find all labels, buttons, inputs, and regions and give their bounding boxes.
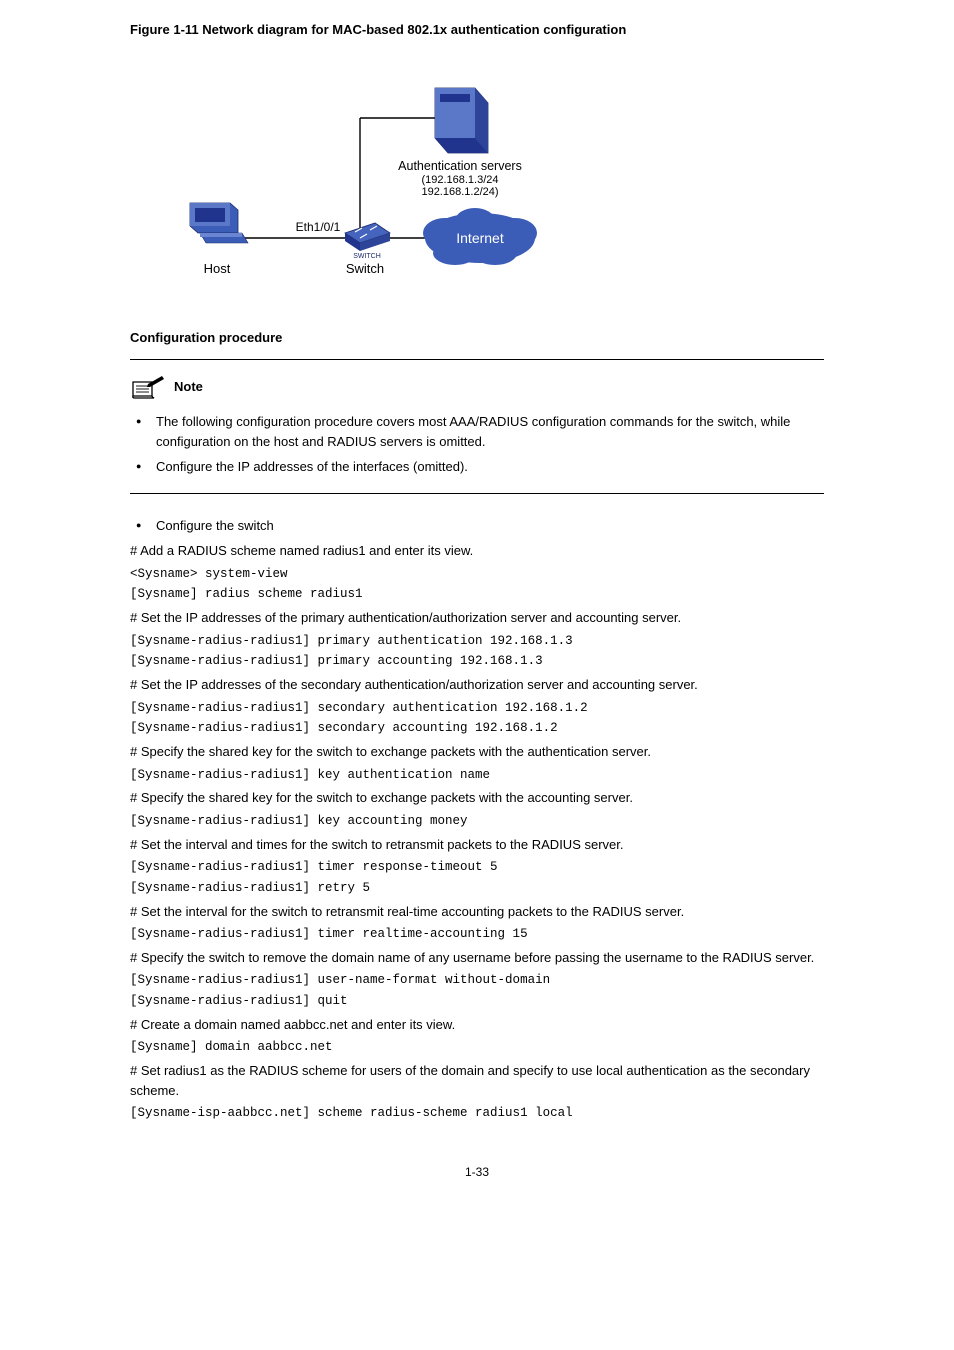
command-line: [Sysname-radius-radius1] timer response-… xyxy=(130,858,824,877)
figure-caption: Figure 1-11 Network diagram for MAC-base… xyxy=(130,20,824,40)
step-text: # Set the IP addresses of the secondary … xyxy=(130,675,824,695)
host-icon xyxy=(190,203,248,243)
command-line: [Sysname-radius-radius1] primary account… xyxy=(130,652,824,671)
servers-label: Authentication servers xyxy=(398,159,522,173)
command-line: [Sysname-radius-radius1] secondary authe… xyxy=(130,699,824,718)
page-number: 1-33 xyxy=(130,1163,824,1181)
step-lead: Configure the switch xyxy=(130,516,824,536)
note-item: Configure the IP addresses of the interf… xyxy=(130,457,824,477)
step-text: # Create a domain named aabbcc.net and e… xyxy=(130,1015,824,1035)
command-line: [Sysname-radius-radius1] secondary accou… xyxy=(130,719,824,738)
command-line: [Sysname-radius-radius1] key authenticat… xyxy=(130,766,824,785)
command-line: [Sysname-radius-radius1] primary authent… xyxy=(130,632,824,651)
step-text: # Set the interval and times for the swi… xyxy=(130,835,824,855)
command-line: [Sysname] radius scheme radius1 xyxy=(130,585,824,604)
servers-ip2: 192.168.1.2/24) xyxy=(421,186,498,198)
command-line: <Sysname> system-view xyxy=(130,565,824,584)
steps-container: # Add a RADIUS scheme named radius1 and … xyxy=(130,541,824,1123)
svg-text:SWITCH: SWITCH xyxy=(353,253,381,260)
note-icon xyxy=(130,374,168,400)
port-label: Eth1/0/1 xyxy=(296,220,341,234)
network-diagram: Host SWITCH Switch Eth1/0/1 Auth xyxy=(130,48,824,298)
step-lead-item: Configure the switch xyxy=(130,516,824,536)
step-text: # Add a RADIUS scheme named radius1 and … xyxy=(130,541,824,561)
note-label: Note xyxy=(174,377,203,397)
step-text: # Set the interval for the switch to ret… xyxy=(130,902,824,922)
switch-label: Switch xyxy=(346,261,384,276)
servers-ip1: (192.168.1.3/24 xyxy=(421,174,498,186)
step-text: # Specify the shared key for the switch … xyxy=(130,742,824,762)
switch-icon: SWITCH xyxy=(345,223,390,260)
step-text: # Specify the switch to remove the domai… xyxy=(130,948,824,968)
step-text: # Specify the shared key for the switch … xyxy=(130,788,824,808)
command-line: [Sysname] domain aabbcc.net xyxy=(130,1038,824,1057)
step-text: # Set the IP addresses of the primary au… xyxy=(130,608,824,628)
command-line: [Sysname-radius-radius1] retry 5 xyxy=(130,879,824,898)
command-line: [Sysname-radius-radius1] key accounting … xyxy=(130,812,824,831)
note-item: The following configuration procedure co… xyxy=(130,412,824,451)
command-line: [Sysname-isp-aabbcc.net] scheme radius-s… xyxy=(130,1104,824,1123)
note-list: The following configuration procedure co… xyxy=(130,412,824,477)
step-text: # Set radius1 as the RADIUS scheme for u… xyxy=(130,1061,824,1100)
cloud-label: Internet xyxy=(456,230,504,246)
server-icon xyxy=(435,88,488,153)
command-line: [Sysname-radius-radius1] user-name-forma… xyxy=(130,971,824,990)
command-line: [Sysname-radius-radius1] quit xyxy=(130,992,824,1011)
host-label: Host xyxy=(204,261,231,276)
config-heading: Configuration procedure xyxy=(130,328,824,348)
command-line: [Sysname-radius-radius1] timer realtime-… xyxy=(130,925,824,944)
note-block: Note The following configuration procedu… xyxy=(130,359,824,494)
